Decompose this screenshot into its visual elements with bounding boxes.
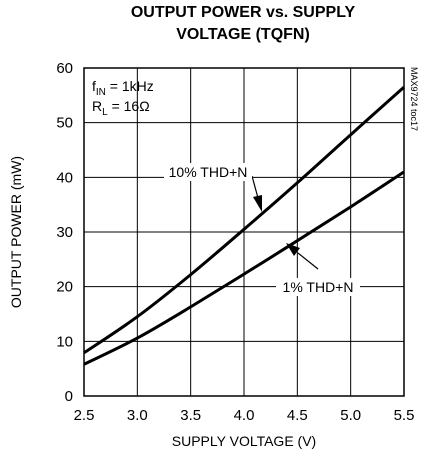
arrowhead-10pct — [253, 195, 262, 212]
plot-frame — [83, 67, 405, 397]
chart-title-line-1: OUTPUT POWER vs. SUPPLY — [131, 4, 356, 21]
x-tick-label: 3.0 — [127, 407, 148, 424]
x-tick-label: 5.5 — [394, 407, 415, 424]
condition-rl: RL = 16Ω — [92, 98, 150, 118]
label-bg-1pct — [276, 278, 360, 296]
series-label-10pct: 10% THD+N — [169, 164, 248, 180]
y-tick-label: 20 — [56, 279, 73, 296]
y-tick-label: 60 — [56, 60, 73, 77]
figure-id: MAX9724 toc17 — [409, 67, 419, 131]
x-tick-label: 3.5 — [180, 407, 201, 424]
arrowhead-1pct — [286, 243, 300, 256]
x-tick-label: 4.5 — [287, 407, 308, 424]
series-line-10pct-thd — [83, 85, 406, 355]
grid-lines — [84, 68, 404, 396]
leader-10pct — [251, 175, 259, 199]
x-tick-label: 4.0 — [234, 407, 255, 424]
x-tick-labels: 2.5 3.0 3.5 4.0 4.5 5.0 5.5 — [74, 407, 415, 424]
leader-1pct — [297, 252, 319, 270]
chart-title-line-2: VOLTAGE (TQFN) — [176, 26, 310, 43]
y-axis-label: OUTPUT POWER (mW) — [8, 156, 24, 308]
y-tick-labels: 0 10 20 30 40 50 60 — [56, 60, 73, 405]
x-axis-label: SUPPLY VOLTAGE (V) — [172, 433, 316, 449]
series-label-1pct: 1% THD+N — [283, 279, 354, 295]
y-tick-label: 40 — [56, 169, 73, 186]
series-line-1pct-thd — [83, 170, 405, 366]
x-tick-label: 5.0 — [340, 407, 361, 424]
y-tick-label: 30 — [56, 224, 73, 241]
y-tick-label: 50 — [56, 115, 73, 132]
y-tick-label: 10 — [56, 333, 73, 350]
condition-fin: fIN = 1kHz — [92, 78, 154, 98]
label-bg-10pct — [164, 163, 252, 181]
series-curves — [83, 85, 406, 366]
y-tick-label: 0 — [65, 388, 73, 405]
x-tick-label: 2.5 — [74, 407, 95, 424]
